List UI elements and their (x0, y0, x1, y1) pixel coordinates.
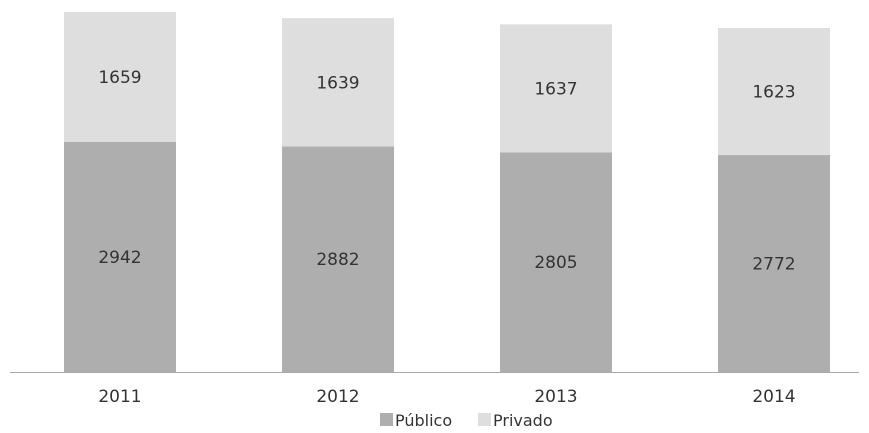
legend-label-privado: Privado (493, 411, 553, 430)
x-tick-labels: 2011 2012 2013 2014 (98, 387, 795, 407)
bar-privado-2014 (718, 28, 830, 156)
bar-privado-2012 (282, 18, 394, 147)
legend-swatch-privado (478, 413, 491, 426)
value-label-privado-2014: 1623 (752, 83, 795, 103)
legend-label-pblico: Público (395, 411, 452, 430)
legend-swatch-pblico (380, 413, 393, 426)
x-tick-label-2011: 2011 (98, 387, 141, 407)
bar-pblico-2011 (64, 141, 176, 372)
value-label-privado-2013: 1637 (534, 79, 577, 99)
value-labels-layer: 2942 1659 2882 1639 2805 1637 2772 1623 (98, 68, 795, 275)
bars-layer (64, 11, 830, 372)
legend: Público Privado (380, 411, 553, 430)
value-label-privado-2011: 1659 (98, 68, 141, 88)
bar-privado-2011 (64, 11, 176, 142)
x-tick-label-2013: 2013 (534, 387, 577, 407)
bar-pblico-2013 (500, 152, 612, 372)
x-tick-label-2014: 2014 (752, 387, 795, 407)
value-label-pblico-2014: 2772 (752, 255, 795, 275)
value-label-privado-2012: 1639 (316, 73, 359, 93)
x-tick-label-2012: 2012 (316, 387, 359, 407)
value-label-pblico-2011: 2942 (98, 248, 141, 268)
bar-pblico-2014 (718, 155, 830, 372)
value-label-pblico-2012: 2882 (316, 250, 359, 270)
value-label-pblico-2013: 2805 (534, 253, 577, 273)
bar-privado-2013 (500, 24, 612, 153)
bar-pblico-2012 (282, 146, 394, 372)
